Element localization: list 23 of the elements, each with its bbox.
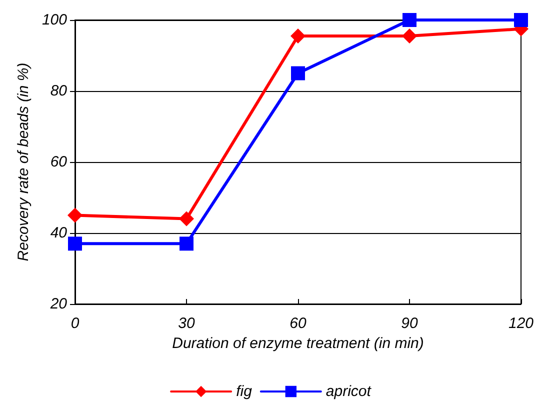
x-tick-label: 30: [178, 315, 196, 332]
x-tick-label: 0: [70, 315, 80, 332]
legend-label: apricot: [326, 383, 372, 400]
x-axis-title: Duration of enzyme treatment (in min): [172, 334, 424, 352]
y-tick-label: 40: [50, 224, 68, 242]
point: [402, 13, 416, 27]
point: [290, 28, 306, 44]
x-tick-label: 120: [508, 315, 534, 332]
point: [180, 236, 194, 251]
x-tick-label: 90: [401, 315, 418, 332]
y-tick-label: 80: [50, 82, 68, 100]
point: [402, 28, 417, 44]
y-axis-title: Recovery rate of beads (in %): [15, 62, 32, 262]
point: [68, 236, 82, 251]
legend-label: fig: [236, 383, 253, 400]
point: [68, 208, 82, 223]
point: [514, 13, 528, 27]
y-tick-label: 100: [42, 12, 68, 28]
y-tick-label: 60: [50, 154, 68, 170]
point: [179, 211, 194, 226]
point: [291, 66, 305, 80]
x-tick-label: 60: [290, 315, 307, 332]
y-tick-label: 20: [49, 296, 68, 312]
